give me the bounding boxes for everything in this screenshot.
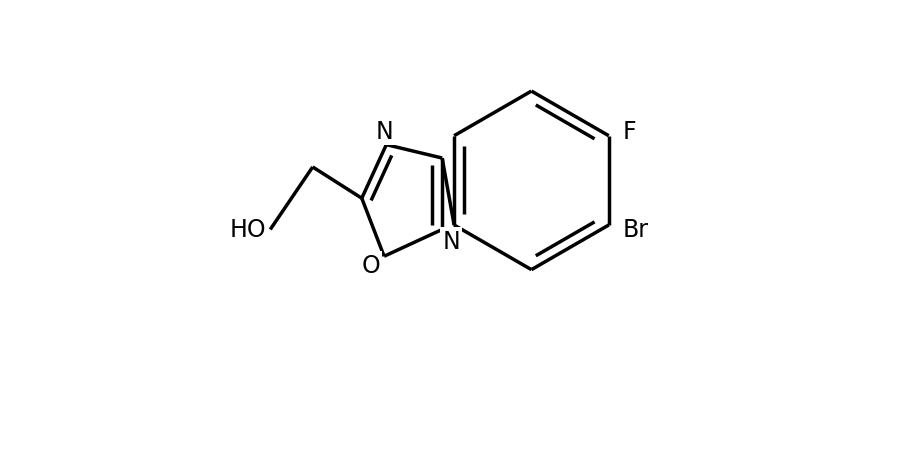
Text: Br: Br <box>621 218 648 242</box>
Text: N: N <box>442 229 460 253</box>
Text: F: F <box>621 120 635 144</box>
Text: N: N <box>375 120 392 144</box>
Text: O: O <box>361 253 380 277</box>
Text: HO: HO <box>230 218 267 242</box>
